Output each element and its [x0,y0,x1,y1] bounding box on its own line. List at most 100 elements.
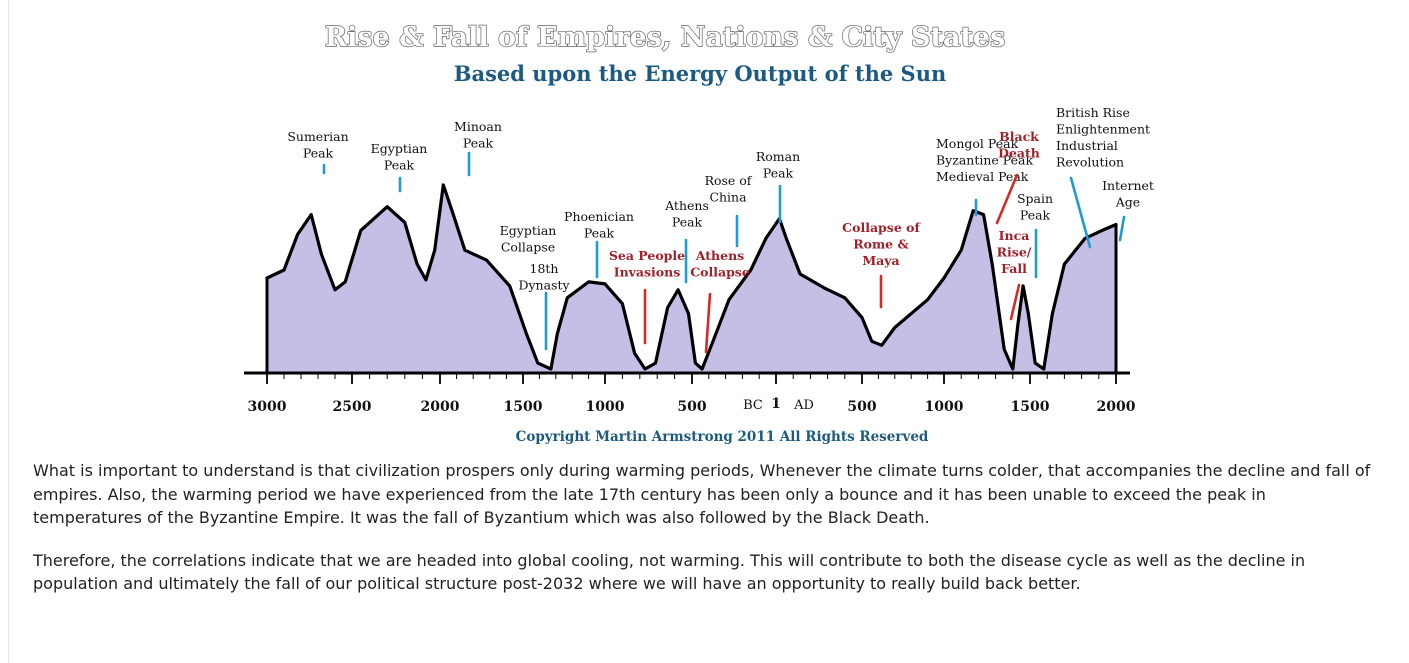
page-left-border [8,0,9,663]
article-paragraph-1: What is important to understand is that … [33,461,1371,527]
annotation-line: 18th [530,261,559,276]
annotation-label: Internet Age [1102,178,1154,210]
annotation-label: Egyptian Peak [371,141,428,173]
annotation-line: Rome & [853,237,909,252]
annotation-line: Athens [695,248,744,263]
chart-title: Rise & Fall of Empires, Nations & City S… [325,22,1006,53]
chart-annotation: 18th Dynasty [518,261,570,351]
annotation-line: Peak [584,226,615,241]
annotation-line: Roman [756,149,800,164]
annotation-label: 18th Dynasty [518,261,570,293]
annotation-line: Industrial [1056,138,1118,153]
x-tick-label: 1500 [504,399,543,415]
annotation-line: Peak [763,166,794,181]
annotation-line: Enlightenment [1056,122,1150,137]
annotation-label: Inca Rise/Fall [997,228,1032,276]
chart-annotation: Sumerian Peak [287,129,349,175]
chart-annotation: Minoan Peak [454,119,502,177]
chart-subtitle: Based upon the Energy Output of the Sun [454,61,947,86]
annotation-line: Internet [1102,178,1154,193]
annotation-line: Egyptian [371,141,428,156]
x-tick-label: 2500 [333,399,372,415]
empires-energy-chart: Rise & Fall of Empires, Nations & City S… [230,10,1170,450]
chart-annotation: Inca Rise/Fall [997,228,1032,321]
annotation-line: Inca [999,228,1030,243]
x-tick-label: 3000 [248,399,287,415]
annotation-label: Sea People Invasions [609,248,685,280]
chart-annotation: Phoenician Peak [564,209,634,279]
x-tick-label: 500 [677,399,706,415]
chart-annotation: Athens Peak [664,198,709,284]
annotation-line: Black [999,129,1039,144]
chart-annotation: British Rise Enlightenment Industrial Revol… [1056,105,1150,249]
annotation-line: Revolution [1056,155,1124,170]
annotation-line: Peak [463,136,494,151]
annotation-line: Collapse of [842,220,921,235]
annotation-line: Maya [862,253,899,268]
chart-annotation: Roman Peak [756,149,800,224]
annotation-line: Invasions [614,265,681,280]
annotation-label: Athens Collapse [690,248,750,280]
annotation-label: Athens Peak [664,198,709,230]
chart-annotation: Mongol Peak Byzantine Peak Medieval Peak [936,136,1033,217]
annotation-line: Medieval Peak [936,169,1029,184]
annotation-line: Phoenician [564,209,634,224]
x-tick-label: 1000 [586,399,625,415]
x-tick-label: 500 [847,399,876,415]
era-label-bc: BC [743,398,763,413]
energy-line [265,183,1118,371]
chart-annotation: Internet Age [1102,178,1154,242]
annotation-line: Peak [672,215,703,230]
energy-area-fill [267,184,1116,373]
annotation-line: Sumerian [287,129,348,144]
annotation-line: Peak [303,146,334,161]
chart-annotation: Collapse of Rome & Maya [842,220,921,309]
chart-annotation: Egyptian Peak [371,141,428,193]
x-tick-label: 2000 [1097,399,1136,415]
chart-annotation: Rose of China [705,173,753,248]
chart-annotation: Sea People Invasions [609,248,685,345]
chart-canvas: Rise & Fall of Empires, Nations & City S… [244,21,1154,445]
annotation-label: Egyptian Collapse [500,223,557,255]
annotation-line: Dynasty [518,278,570,293]
area-layer [265,183,1118,373]
copyright-text: Copyright Martin Armstrong 2011 All Righ… [516,429,929,445]
annotation-line: Collapse [501,240,555,255]
annotation-line: Spain [1017,191,1053,206]
annotation-line: Byzantine Peak [936,153,1033,168]
annotation-line: Peak [384,158,415,173]
annotation-line: Rise/ [997,245,1032,260]
annotation-marker [995,173,1019,225]
chart-annotation: Egyptian Collapse [500,223,557,255]
annotation-line: Mongol Peak [936,136,1019,151]
annotation-marker [1009,283,1021,321]
annotation-label: Mongol Peak Byzantine Peak Medieval Peak [936,136,1033,184]
annotation-label: Minoan Peak [454,119,502,151]
x-tick-label: 1000 [925,399,964,415]
era-label-ad: AD [793,398,814,413]
chart-annotation: Black Death [995,129,1040,225]
annotation-line: Rose of [705,173,753,188]
annotation-line: Sea People [609,248,685,263]
annotation-line: Egyptian [500,223,557,238]
annotation-line: Peak [1020,208,1051,223]
annotation-line: Collapse [690,265,750,280]
era-label-one: 1 [771,396,781,412]
x-axis: 3000 2500 2000 1500 1000 500 500 1000 1500 2000 [244,371,1136,415]
annotation-line: British Rise [1056,105,1130,120]
chart-annotation: Spain Peak [1017,191,1053,279]
annotation-line: Age [1115,195,1140,210]
annotation-line: Death [998,146,1040,161]
annotation-line: Fall [1001,261,1027,276]
x-tick-label: 1500 [1011,399,1050,415]
x-tick-label: 2000 [421,399,460,415]
annotation-marker [1069,176,1092,249]
article-paragraph-2: Therefore, the correlations indicate tha… [33,550,1306,594]
annotation-label: Black Death [998,129,1040,161]
annotation-label: Phoenician Peak [564,209,634,241]
chart-annotation: Athens Collapse [690,248,750,354]
annotation-label: Roman Peak [756,149,800,181]
annotation-marker [704,292,712,354]
annotation-label: Sumerian Peak [287,129,348,161]
